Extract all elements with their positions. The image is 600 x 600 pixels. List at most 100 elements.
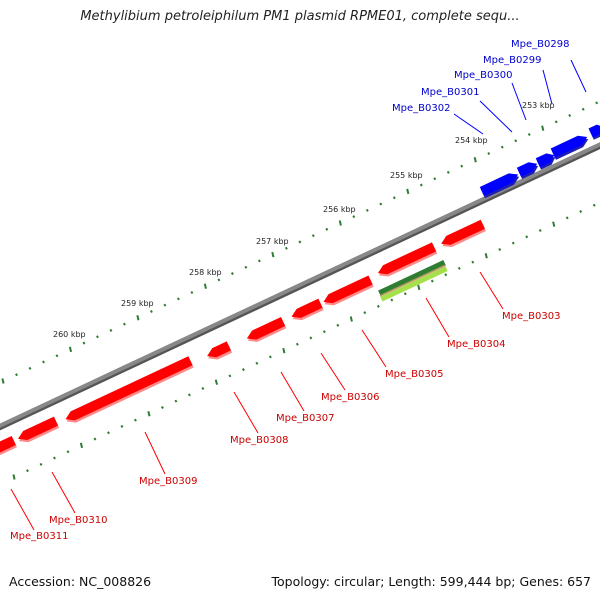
inner-tick-mark (336, 323, 340, 327)
gene-label-b0307: Mpe_B0307 (276, 413, 334, 424)
inner-tick-mark (444, 273, 448, 277)
outer-tick-mark (541, 125, 545, 131)
inner-tick-mark (309, 336, 313, 340)
outer-tick-mark (298, 240, 302, 244)
outer-tick-mark (217, 278, 221, 282)
outer-tick-mark (284, 246, 288, 250)
leader-b0305 (361, 329, 387, 368)
inner-tick-mark (457, 266, 461, 270)
gene-label-b0301: Mpe_B0301 (421, 87, 479, 98)
tick-label-254: 254 kbp (455, 136, 488, 145)
inner-tick-mark (53, 456, 56, 460)
outer-tick-mark (28, 366, 32, 370)
outer-tick-mark (514, 139, 518, 143)
leader-b0306 (320, 352, 346, 391)
inner-tick-mark (147, 411, 151, 417)
gene-b0308 (207, 341, 233, 360)
outer-tick-mark (190, 290, 194, 295)
outer-tick-mark (433, 177, 437, 181)
gene-label-b0298: Mpe_B0298 (511, 39, 569, 50)
gene-b0306 (291, 298, 324, 321)
inner-tick-mark (430, 279, 434, 283)
outer-tick-mark (311, 234, 315, 238)
leader-b0302 (453, 113, 484, 135)
inner-tick-mark (579, 210, 583, 214)
gene-label-b0299: Mpe_B0299 (483, 55, 541, 66)
map-title: Methylibium petroleiphilum PM1 plasmid R… (80, 9, 520, 24)
leader-b0303 (479, 271, 504, 310)
outer-tick-mark (406, 188, 410, 195)
outer-tick-mark (460, 164, 464, 168)
inner-tick-mark (39, 462, 43, 466)
gene-label-b0310: Mpe_B0310 (49, 515, 107, 526)
outer-tick-mark (1, 378, 5, 384)
outer-tick-mark (82, 341, 86, 345)
leader-b0304 (425, 297, 450, 338)
accession-text: Accession: NC_008826 (9, 574, 152, 589)
leader-b0301 (479, 100, 513, 133)
topology-summary: Topology: circular; Length: 599,444 bp; … (271, 574, 592, 589)
inner-tick-mark (214, 379, 218, 385)
inner-tick-mark (106, 431, 110, 435)
rna-feature-light (379, 264, 448, 302)
inner-tick-mark (66, 450, 70, 454)
gene-b0311 (0, 435, 17, 455)
outer-tick-mark (487, 151, 491, 155)
outer-tick-mark (500, 145, 504, 149)
inner-tick-mark (376, 304, 380, 308)
gene-b0302 (479, 173, 520, 199)
outer-tick-mark (527, 132, 531, 137)
inner-tick-mark (552, 221, 556, 227)
inner-tick-mark (511, 241, 515, 245)
outer-tick-mark (446, 170, 450, 174)
tick-label-258: 258 kbp (189, 268, 222, 277)
gene-label-b0304: Mpe_B0304 (447, 339, 505, 350)
gene-b0300 (535, 153, 556, 170)
inner-tick-mark (174, 399, 178, 403)
inner-tick-mark (592, 203, 596, 207)
inner-tick-mark (160, 405, 164, 409)
outer-tick-mark (244, 265, 248, 269)
outer-tick-mark (338, 220, 342, 226)
outer-tick-mark (595, 101, 599, 105)
outer-tick-mark (163, 303, 167, 307)
outer-tick-mark (257, 259, 261, 263)
tick-label-256: 256 kbp (323, 205, 356, 214)
gene-b0301 (516, 162, 539, 180)
leader-b0310 (51, 471, 76, 514)
outer-tick-mark (271, 251, 275, 258)
gene-label-b0300: Mpe_B0300 (454, 70, 512, 81)
gene-b0305 (323, 275, 374, 306)
inner-tick-mark (498, 247, 502, 251)
gene-b0307 (246, 316, 287, 342)
inner-tick-mark (538, 228, 542, 233)
inner-tick-mark (282, 347, 286, 354)
inner-tick-mark (565, 216, 569, 220)
gene-b0309 (65, 356, 194, 423)
outer-tick-mark (68, 346, 73, 353)
gene-label-b0311: Mpe_B0311 (10, 531, 68, 542)
outer-tick-mark (176, 297, 180, 301)
gene-b0298 (588, 124, 600, 140)
gene-b0299 (550, 135, 589, 160)
outer-tick-mark (42, 360, 45, 364)
gene-label-b0306: Mpe_B0306 (321, 392, 379, 403)
outer-tick-row (1, 101, 599, 384)
rna-feature-dark (378, 260, 446, 296)
outer-tick-mark (95, 335, 99, 339)
tick-label-259: 259 kbp (121, 299, 154, 308)
outer-tick-mark (419, 183, 423, 187)
outer-tick-mark (230, 272, 234, 276)
inner-tick-mark (12, 474, 16, 480)
inner-tick-mark (79, 442, 84, 449)
leader-b0308 (233, 391, 259, 434)
inner-tick-mark (241, 368, 245, 372)
inner-tick-mark (120, 424, 124, 428)
leader-b0298 (570, 59, 587, 93)
inner-tick-mark (322, 330, 326, 334)
gene-label-b0302: Mpe_B0302 (392, 103, 450, 114)
inner-tick-mark (390, 298, 394, 302)
outer-tick-mark (149, 309, 153, 313)
leader-b0300 (511, 82, 527, 121)
